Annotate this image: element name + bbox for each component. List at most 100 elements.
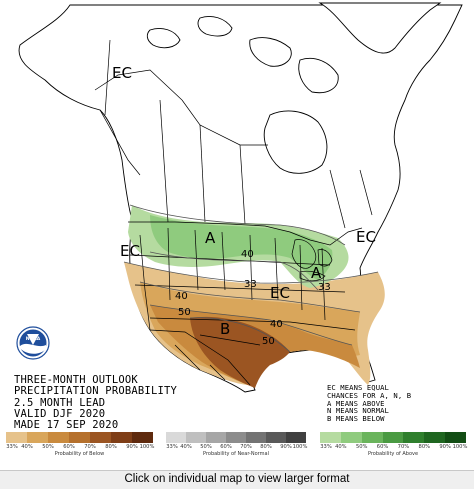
legend-normal-tick: 33% [166, 444, 178, 450]
legend-below-tick: 33% [6, 444, 18, 450]
legend-below-swatch [90, 432, 111, 443]
legend-above-swatch [340, 432, 362, 443]
outlook-line-1: THREE-MONTH OUTLOOK [14, 374, 138, 386]
greenland [318, 2, 442, 54]
probability-legend: 33% 40% 50% 60% 70% 80% 90% 100% Probability of… [0, 432, 474, 466]
legend-normal-swatch [186, 432, 206, 443]
legend-above-tick: 33% [320, 444, 332, 450]
legend-normal-swatch [246, 432, 266, 443]
outlook-line-5: MADE 17 SEP 2020 [14, 419, 119, 432]
legend-normal-swatch [286, 432, 306, 443]
contour-label-40-central: 40 [270, 319, 283, 330]
legend-above-swatch [445, 432, 466, 443]
legend-above-swatch [320, 432, 341, 443]
legend-normal-tick: 100% [292, 444, 308, 450]
legend-line-1: EC MEANS EQUAL [327, 383, 389, 392]
legend-above: 33% 40% 50% 60% 70% 80% 90% 100% Probability of… [320, 432, 468, 457]
legend-below-swatch [69, 432, 90, 443]
arctic-island-4 [146, 28, 181, 49]
outlook-line-4: VALID DJF 2020 [14, 407, 106, 420]
legend-below-tick: 50% [42, 444, 54, 450]
label-a-north: A [205, 229, 216, 247]
legend-below: 33% 40% 50% 60% 70% 80% 90% 100% Probability of… [6, 432, 155, 457]
legend-normal-swatches [166, 432, 306, 443]
legend-below-tick: 100% [139, 444, 155, 450]
label-ec-north: EC [112, 64, 132, 82]
legend-below-tick: 80% [105, 444, 117, 450]
legend-below-tick: 90% [126, 444, 138, 450]
legend-below-swatch [27, 432, 48, 443]
great-lakes [291, 239, 333, 282]
legend-above-swatch [403, 432, 425, 443]
label-ec-central: EC [270, 284, 290, 302]
legend-line-2: CHANCES FOR A, N, B [327, 390, 412, 400]
arctic-island-3 [197, 16, 233, 37]
legend-below-caption: Probability of Below [54, 451, 105, 457]
legend-above-tick: 90% [439, 444, 451, 450]
legend-normal: 33% 40% 50% 60% 70% 80% 90% 100% Probability of… [166, 432, 308, 457]
legend-normal-tick: 50% [200, 444, 212, 450]
legend-below-swatch [48, 432, 69, 443]
contour-label-40-north: 40 [241, 249, 254, 260]
legend-above-swatch [424, 432, 446, 443]
legend-normal-tick: 60% [220, 444, 232, 450]
svg-text:NOAA: NOAA [26, 336, 41, 342]
legend-explanation: EC MEANS EQUAL CHANCES FOR A, N, B A MEA… [327, 384, 411, 423]
us-mexico-border [149, 329, 251, 386]
label-b-south: B [220, 320, 230, 338]
probability-contours [123, 204, 379, 353]
legend-below-tick: 40% [21, 444, 33, 450]
outlook-line-2: PRECIPITATION PROBABILITY [14, 385, 178, 398]
label-a-lakes: A [311, 264, 322, 282]
legend-below-tick: 60% [63, 444, 75, 450]
legend-below-swatches [6, 432, 153, 443]
legend-above-tick: 100% [452, 444, 468, 450]
legend-line-3: A MEANS ABOVE [327, 398, 385, 408]
arctic-island-2 [298, 57, 339, 94]
legend-above-swatches [320, 432, 466, 443]
legend-below-swatch [111, 432, 132, 443]
hudson-bay [263, 110, 328, 174]
legend-line-4: N MEANS NORMAL [327, 406, 389, 416]
legend-normal-tick: 40% [180, 444, 192, 450]
precipitation-outlook-map[interactable]: EC EC A A EC EC B 40 33 40 50 33 40 50 N… [0, 0, 474, 430]
legend-above-tick: 60% [376, 444, 389, 450]
contour-label-33-lakes: 33 [318, 282, 331, 293]
contour-label-40-south: 40 [175, 291, 188, 302]
legend-above-tick: 40% [335, 444, 347, 450]
legend-below-swatch [132, 432, 153, 443]
legend-normal-tick: 80% [260, 444, 272, 450]
legend-above-swatch [361, 432, 383, 443]
legend-normal-ticks: 33% 40% 50% 60% 70% 80% 90% 100% [166, 443, 308, 451]
legend-normal-swatch [266, 432, 286, 443]
below-60-area [190, 316, 290, 388]
outlook-description: THREE-MONTH OUTLOOK PRECIPITATION PROBAB… [14, 374, 178, 432]
us-canada-border [128, 221, 363, 246]
label-ec-east: EC [356, 228, 376, 246]
legend-above-tick: 50% [355, 444, 368, 450]
legend-below-swatch [6, 432, 27, 443]
contour-label-33-central: 33 [244, 279, 257, 290]
legend-above-tick: 70% [397, 444, 410, 450]
legend-normal-swatch [206, 432, 226, 443]
legend-above-ticks: 33% 40% 50% 60% 70% 80% 90% 100% [320, 443, 468, 451]
legend-below-ticks: 33% 40% 50% 60% 70% 80% 90% 100% [6, 443, 155, 451]
legend-line-5: B MEANS BELOW [327, 414, 385, 424]
view-larger-link[interactable]: Click on individual map to view larger f… [0, 470, 474, 489]
legend-normal-swatch [226, 432, 246, 443]
label-ec-west: EC [120, 242, 140, 260]
legend-normal-swatch [166, 432, 186, 443]
noaa-logo: NOAA [16, 326, 50, 360]
contour-label-50-gulf: 50 [262, 336, 275, 347]
legend-normal-tick: 70% [240, 444, 252, 450]
legend-normal-caption: Probability of Near-Normal [203, 451, 269, 457]
contour-label-50-south: 50 [178, 307, 191, 318]
below-normal-area [124, 262, 385, 388]
legend-above-tick: 80% [418, 444, 431, 450]
legend-above-caption: Probability of Above [367, 451, 419, 457]
outlook-line-3: 2.5 MONTH LEAD [14, 396, 106, 409]
legend-normal-tick: 90% [280, 444, 292, 450]
arctic-island-1 [249, 37, 292, 67]
legend-above-swatch [382, 432, 404, 443]
legend-below-tick: 70% [84, 444, 96, 450]
